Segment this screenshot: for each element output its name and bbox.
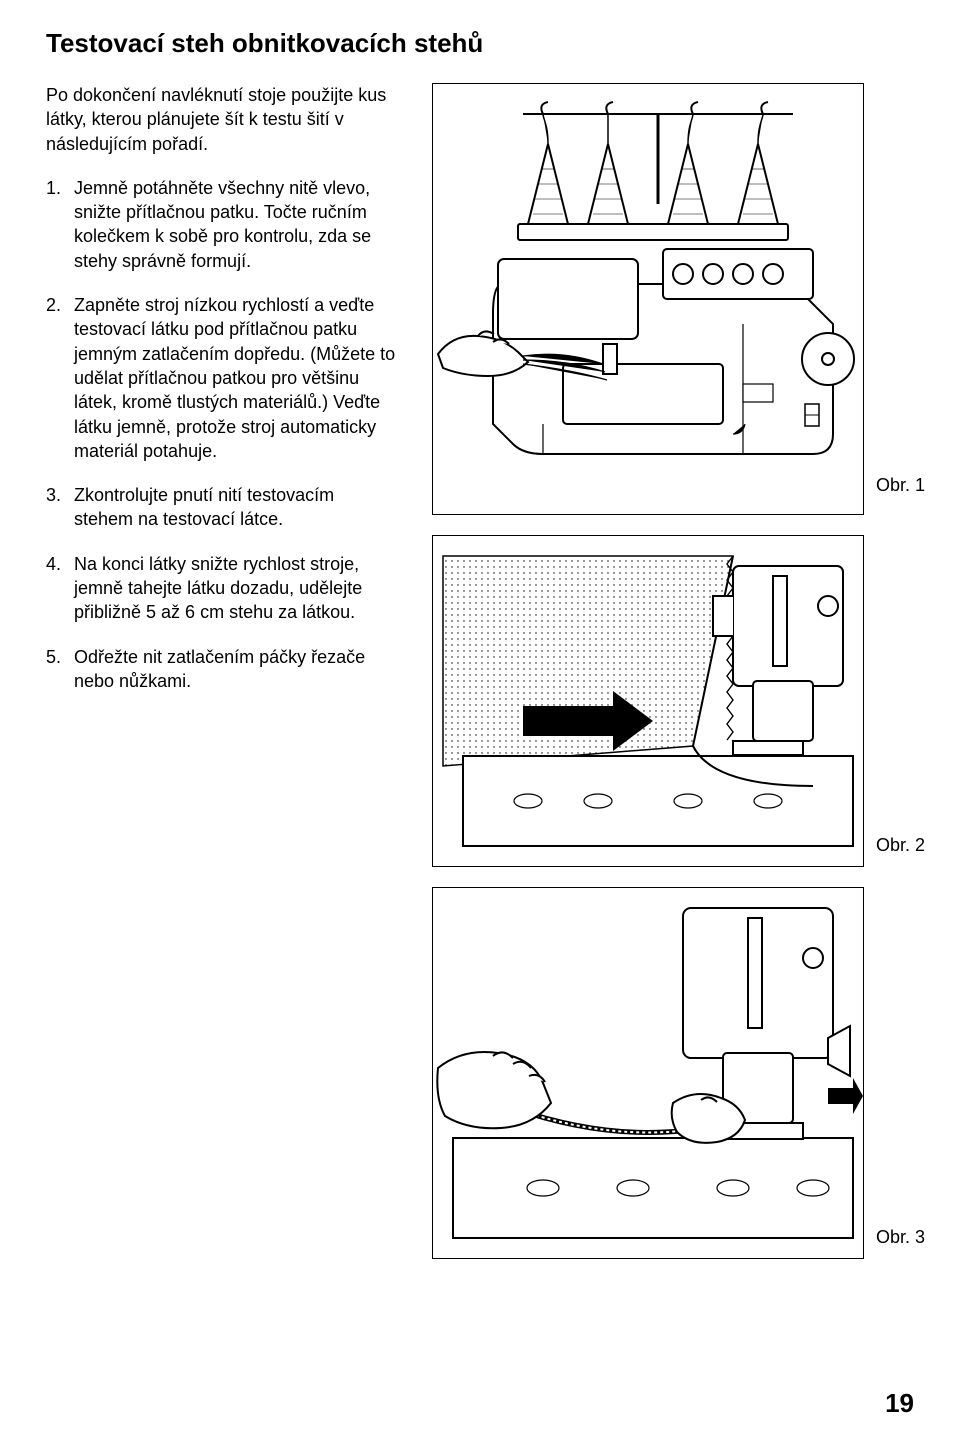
figure-3: Obr. 3 xyxy=(432,887,864,1259)
step-number: 3. xyxy=(46,483,74,507)
right-column: Obr. 1 xyxy=(432,83,914,1259)
figure-2-svg xyxy=(433,536,863,866)
step-2: 2. Zapněte stroj nízkou rychlostí a veďt… xyxy=(46,293,396,463)
step-text: Odřežte nit zatlačením páčky řezače nebo… xyxy=(74,645,396,694)
figure-1: Obr. 1 xyxy=(432,83,864,515)
step-text: Jemně potáhněte všechny nitě vlevo, sniž… xyxy=(74,176,396,273)
figure-2-caption: Obr. 2 xyxy=(876,835,925,856)
body-columns: Po dokončení navléknutí stoje použijte k… xyxy=(46,83,914,1415)
left-column: Po dokončení navléknutí stoje použijte k… xyxy=(46,83,396,713)
step-5: 5. Odřežte nit zatlačením páčky řezače n… xyxy=(46,645,396,694)
step-text: Zapněte stroj nízkou rychlostí a veďte t… xyxy=(74,293,396,463)
figure-1-svg xyxy=(433,84,863,514)
page-number: 19 xyxy=(885,1388,914,1419)
page-title: Testovací steh obnitkovacích stehů xyxy=(46,28,914,59)
step-text: Na konci látky snižte rychlost stroje, j… xyxy=(74,552,396,625)
figure-2: Obr. 2 xyxy=(432,535,864,867)
step-number: 1. xyxy=(46,176,74,200)
step-number: 4. xyxy=(46,552,74,576)
page: Testovací steh obnitkovacích stehů Po do… xyxy=(0,0,960,1435)
step-3: 3. Zkontrolujte pnutí nití testovacím st… xyxy=(46,483,396,532)
figure-3-caption: Obr. 3 xyxy=(876,1227,925,1248)
figure-1-caption: Obr. 1 xyxy=(876,475,925,496)
intro-paragraph: Po dokončení navléknutí stoje použijte k… xyxy=(46,83,396,156)
step-text: Zkontrolujte pnutí nití testovacím stehe… xyxy=(74,483,396,532)
step-number: 5. xyxy=(46,645,74,669)
step-number: 2. xyxy=(46,293,74,317)
step-4: 4. Na konci látky snižte rychlost stroje… xyxy=(46,552,396,625)
step-1: 1. Jemně potáhněte všechny nitě vlevo, s… xyxy=(46,176,396,273)
figure-3-svg xyxy=(433,888,863,1258)
